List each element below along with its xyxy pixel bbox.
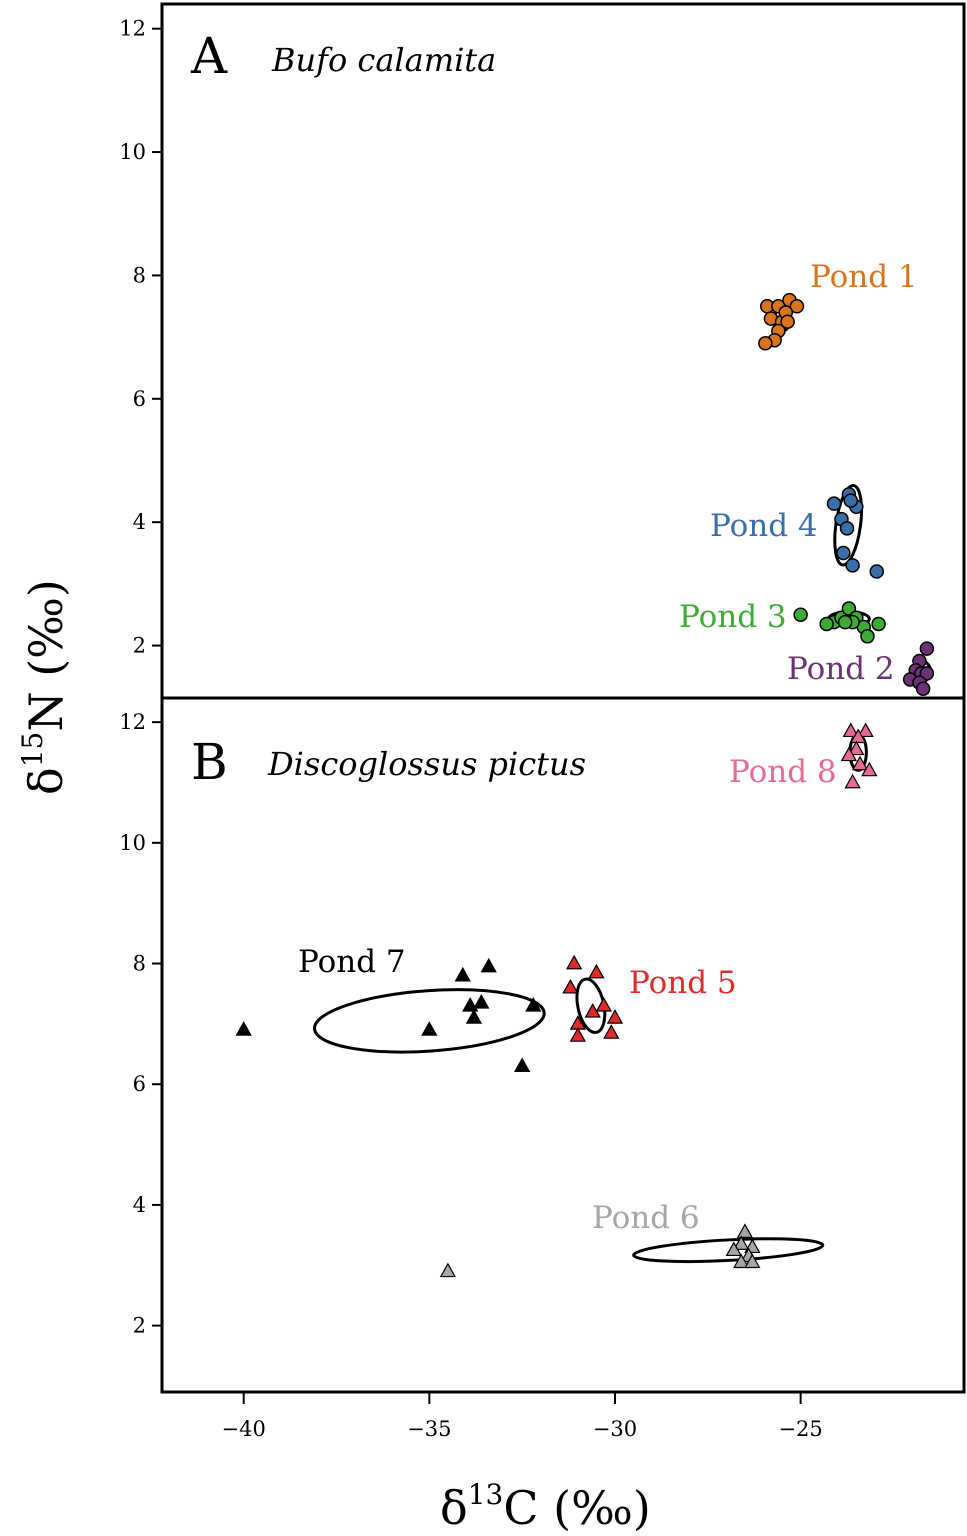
pond-8-label: Pond 8 [729, 754, 837, 790]
pond-5-point [603, 1024, 620, 1039]
panel-a-y-tick-label: 6 [133, 387, 146, 411]
pond-3-point [871, 616, 886, 632]
pond-3-point [860, 629, 875, 644]
pond-8-point [842, 722, 859, 738]
pond-1-point [789, 299, 805, 314]
panel-a-species-title: Bufo calamita [271, 41, 496, 79]
pond-2-point [919, 641, 935, 656]
y-axis-unit: N (‰) [19, 579, 73, 732]
pond-5-point [588, 963, 605, 979]
pond-7-point [454, 966, 471, 982]
ellipse-layer [312, 307, 933, 1264]
x-axis-title: δ13C (‰) [440, 1478, 651, 1535]
pond-7-point [462, 997, 479, 1012]
panel-a-frame [160, 2, 966, 700]
pond-7-ellipse [312, 988, 546, 1054]
x-axis-superscript: 13 [468, 1478, 504, 1511]
pond-1-point [758, 336, 773, 351]
pond-5-point [562, 978, 579, 994]
panel-b-letter: B [191, 733, 228, 791]
panel-b-x-tick-label: −30 [593, 1417, 637, 1441]
pond-4-point [869, 564, 884, 579]
marker-layer [235, 292, 935, 1278]
pond-5-point [569, 1027, 586, 1042]
y-axis-title: δ15N (‰) [16, 579, 73, 795]
pond-7-point [525, 997, 542, 1012]
pond-8-point [848, 740, 865, 756]
pond-1-point [780, 314, 795, 329]
pond-6-ellipse [632, 1237, 825, 1264]
pond-4-point [826, 496, 842, 511]
pond-5-label: Pond 5 [629, 965, 737, 1001]
pond-6-point [733, 1253, 750, 1269]
pond-7-label: Pond 7 [298, 944, 406, 980]
pond-7-point [473, 994, 490, 1009]
pond-4-point [845, 558, 860, 573]
pond-5-point [606, 1009, 624, 1024]
pond-7-point [465, 1009, 483, 1024]
x-axis-unit: C (‰) [503, 1481, 650, 1535]
pond-8-point [857, 722, 874, 738]
axes-layer: 2 4 6 8 10 12 2 4 6 8 10 12 −40 −35 −30 −25 [119, 17, 823, 1441]
pond-6-point [736, 1223, 754, 1238]
y-axis-delta: δ [19, 767, 73, 795]
pond-8-point [850, 728, 867, 744]
panel-a-y-tick-label: 2 [133, 634, 146, 658]
pond-4-point [843, 493, 859, 508]
pond-7-point [480, 957, 497, 973]
pond-6-point [725, 1241, 742, 1257]
panel-b-y-tick-label: 4 [133, 1193, 146, 1217]
panel-a-letter: A [190, 27, 228, 85]
pond-5-point [595, 997, 612, 1012]
x-axis-delta: δ [440, 1481, 468, 1535]
pond-6-point [439, 1262, 457, 1278]
pond-6-point [733, 1235, 750, 1250]
pond-4-point [836, 545, 851, 561]
pond-8-point [844, 773, 861, 789]
panel-b-y-tick-label: 6 [133, 1072, 146, 1096]
pond-6-point [744, 1253, 761, 1269]
pond-7-point [514, 1057, 531, 1072]
pond-6-label: Pond 6 [592, 1200, 700, 1236]
panel-a-y-tick-label: 10 [119, 140, 146, 164]
y-axis-superscript: 15 [16, 732, 49, 768]
pond-7-point [421, 1021, 438, 1036]
pond-8-point [861, 761, 878, 777]
panel-a-y-tick-label: 12 [119, 17, 146, 41]
pond-3-point [793, 607, 808, 622]
pond-7-point [235, 1021, 252, 1036]
panel-b-y-tick-label: 10 [119, 831, 146, 855]
pond-4-label: Pond 4 [710, 508, 818, 544]
panel-b-x-tick-label: −40 [222, 1417, 266, 1441]
pond-2-point [919, 666, 935, 681]
pond-8-point [840, 746, 858, 762]
pond-3-point [837, 614, 853, 630]
panel-b-frame [160, 696, 966, 1394]
panel-a-y-tick-label: 4 [133, 510, 146, 534]
pond-2-point [915, 681, 931, 696]
pond-3-point [819, 616, 834, 632]
pond-2-label: Pond 2 [787, 651, 895, 687]
pond-1-label: Pond 1 [810, 259, 918, 295]
panel-b-y-tick-label: 2 [133, 1314, 146, 1338]
pond-3-label: Pond 3 [679, 599, 787, 635]
panel-b-x-tick-label: −35 [407, 1417, 451, 1441]
panel-b-x-tick-label: −25 [778, 1417, 822, 1441]
panel-b-species-title: Discoglossus pictus [267, 745, 586, 783]
panel-a-y-tick-label: 8 [133, 263, 146, 287]
panel-b-y-tick-label: 8 [133, 952, 146, 976]
pond-8-point [851, 755, 869, 771]
pond-5-point [565, 954, 583, 970]
panel-b-y-tick-label: 12 [119, 710, 146, 734]
pond-4-point [839, 521, 855, 536]
pond-3-point [841, 601, 857, 616]
